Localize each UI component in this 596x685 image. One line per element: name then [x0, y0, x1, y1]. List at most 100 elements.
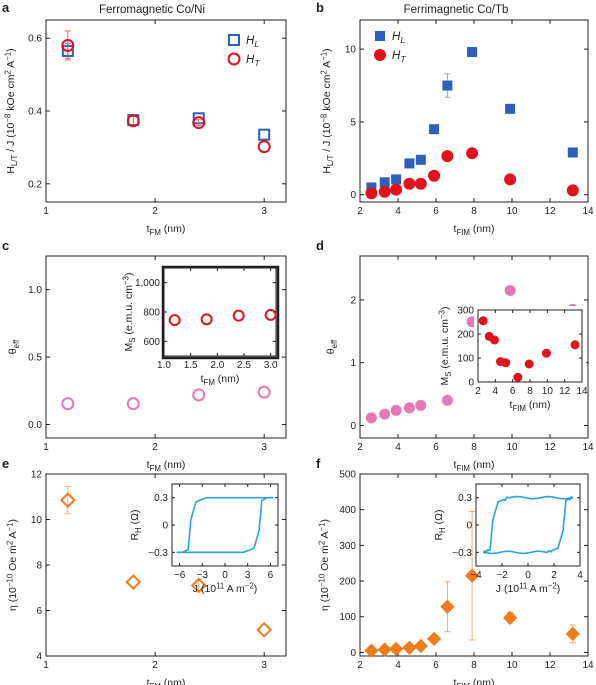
x-tick-label: 12	[544, 660, 556, 671]
y-tick-label: 300	[339, 541, 356, 552]
data-point	[441, 150, 454, 163]
y-tick-label: 0	[350, 190, 356, 201]
x-tick-label: 2	[357, 442, 363, 453]
data-point	[414, 177, 427, 190]
x-tick-label: 12	[559, 386, 571, 397]
x-tick-label: 6	[433, 442, 439, 453]
x-tick-label: 8	[471, 442, 477, 453]
data-point	[379, 177, 390, 188]
data-point	[415, 399, 427, 411]
y-tick-label: 1,000	[135, 278, 160, 289]
legend-label-hl: HL	[246, 35, 259, 49]
x-tick-label: 14	[582, 442, 594, 453]
x-tick-label: 1	[43, 442, 49, 453]
inset-background	[474, 306, 586, 386]
data-point	[464, 568, 480, 583]
data-point	[364, 643, 379, 658]
x-tick-label: 3	[261, 206, 267, 217]
y-tick-label: 300	[457, 306, 474, 317]
panel-c: 1 2 3 0.0 0.5 1.0 tFM (nm) θeff 1.0 1.5 2.0 2.5 3.0 6…	[7, 255, 287, 473]
x-tick-label: 10	[542, 386, 554, 397]
y-tick-label: 5	[350, 117, 356, 128]
data-point	[415, 154, 426, 165]
y-tick-label: 12	[31, 470, 43, 481]
data-point	[442, 80, 453, 91]
data-point	[125, 574, 142, 590]
x-tick-label: 4	[395, 442, 401, 453]
x-tick-label: 2.5	[237, 360, 251, 371]
x-tick-label: 6	[268, 570, 274, 581]
x-tick-label: 10	[506, 206, 518, 217]
inset-border	[161, 265, 280, 360]
x-tick-label: 1.0	[157, 360, 171, 371]
data-point	[403, 402, 415, 414]
data-point	[426, 631, 442, 647]
x-tick-label: 10	[506, 660, 518, 671]
y-tick-label: −0.3	[452, 548, 472, 559]
x-axis-label: tFIM (nm)	[454, 459, 495, 473]
data-point	[256, 621, 273, 638]
panel-labels: a b c d e f	[2, 0, 324, 471]
x-tick-label: 4	[493, 386, 499, 397]
data-point	[390, 183, 403, 196]
data-point	[504, 173, 517, 186]
plot-frame	[171, 483, 279, 567]
data-point	[467, 47, 478, 58]
data-point	[502, 610, 518, 625]
y-tick-label: 10	[31, 515, 43, 526]
plot-frame	[163, 267, 277, 357]
data-point	[375, 31, 385, 41]
x-tick-label: 8	[527, 386, 533, 397]
data-point	[377, 642, 392, 657]
panel-f: 24681012140100200300400500tFIM (nm)η (10…	[318, 470, 594, 685]
panel-c-inset: 1.0 1.5 2.0 2.5 3.0 600 800 1,000 tFM (nm) MS (e.…	[122, 265, 280, 387]
panel-label-a: a	[2, 0, 10, 15]
x-axis-label: tFIM (nm)	[454, 223, 495, 237]
y-tick-label: 10	[345, 45, 357, 56]
data-point	[232, 309, 245, 322]
data-point	[388, 641, 404, 657]
data-point	[192, 388, 206, 402]
x-tick-label: −6	[174, 570, 186, 581]
data-point	[390, 404, 402, 416]
data-point	[365, 412, 377, 424]
data-point	[428, 169, 441, 182]
data-point	[379, 408, 391, 420]
x-tick-label: 14	[576, 386, 588, 397]
data-point	[378, 185, 391, 198]
hysteresis-loop-down	[483, 495, 573, 554]
x-axis-label: tFIM (nm)	[510, 399, 551, 413]
data-point	[541, 348, 551, 358]
y-tick-label: 0.3	[458, 493, 472, 504]
data-point	[126, 114, 140, 128]
y-tick-label: −0.3	[148, 548, 168, 559]
y-tick-label: 100	[339, 612, 356, 623]
y-axis-label: RH (Ω)	[433, 509, 447, 540]
panel-e: 1234681012tFM (nm)η (10−10 Oe m2 A−1)−6−…	[6, 470, 287, 685]
data-point	[168, 314, 181, 327]
panel-d-inset: 2 4 6 8 10 12 14 0 100 200 300 tFIM (nm) MS (e.m.u. …	[438, 306, 588, 414]
x-tick-label: 3.0	[264, 360, 278, 371]
y-tick-label: 8	[36, 561, 42, 572]
y-tick-label: 0.2	[28, 179, 42, 190]
x-tick-label: 1	[43, 660, 49, 671]
x-axis-label: J (1011 A m−2)	[496, 582, 560, 596]
panel-label-b: b	[316, 0, 324, 15]
data-point	[570, 340, 580, 350]
x-tick-label: 6	[510, 386, 516, 397]
x-tick-label: 3	[261, 442, 267, 453]
data-point	[413, 638, 428, 654]
y-axis-label: MS (e.m.u. cm−3)	[438, 307, 454, 386]
y-tick-label: 0.0	[28, 420, 42, 431]
data-point	[257, 385, 271, 399]
data-point	[565, 626, 580, 642]
x-tick-label: 2	[357, 206, 363, 217]
y-tick-label: 500	[339, 470, 356, 481]
data-point	[264, 308, 277, 321]
x-tick-label: 2	[551, 570, 557, 581]
data-point	[374, 49, 386, 61]
panel-f-inset: −4 −2 0 2 4 −0.3 0 0.3 J (1011 A m−2) RH (Ω)	[433, 483, 583, 596]
y-tick-label: 1.0	[28, 285, 42, 296]
x-axis-label: tFM (nm)	[201, 373, 240, 387]
